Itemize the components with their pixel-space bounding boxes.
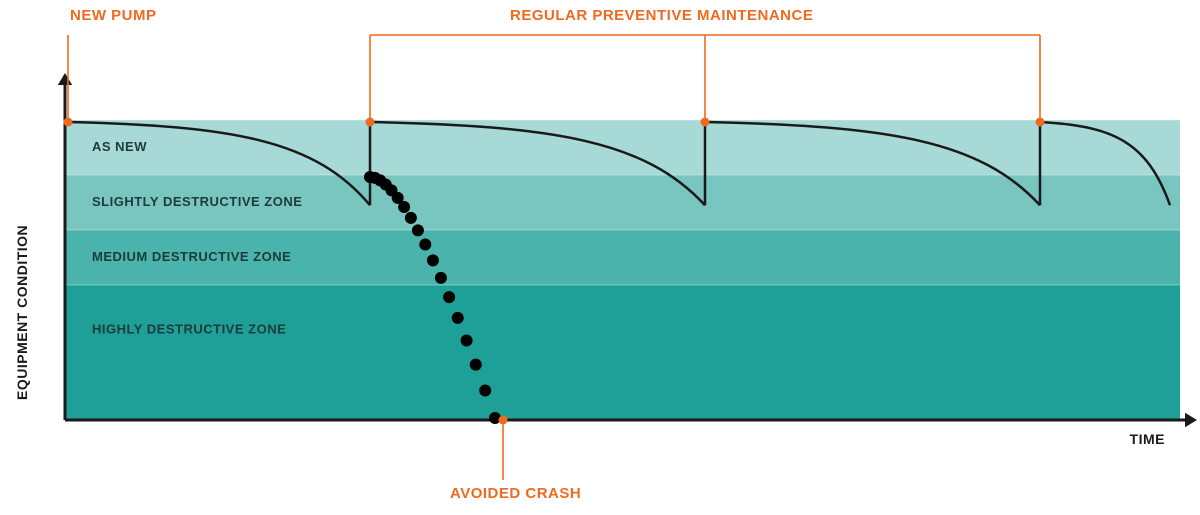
callout-maintenance: REGULAR PREVENTIVE MAINTENANCE bbox=[510, 7, 813, 24]
zone-label-high: HIGHLY DESTRUCTIVE ZONE bbox=[92, 321, 286, 336]
callout-new-pump: NEW PUMP bbox=[70, 7, 157, 24]
callout-avoided-crash: AVOIDED CRASH bbox=[450, 485, 581, 502]
zone-label-slight: SLIGHTLY DESTRUCTIVE ZONE bbox=[92, 194, 302, 209]
zone-label-as_new: AS NEW bbox=[92, 139, 147, 154]
y-axis-label: EQUIPMENT CONDITION bbox=[14, 225, 30, 400]
x-axis-label: TIME bbox=[1130, 431, 1165, 447]
zone-as_new bbox=[65, 120, 1180, 175]
pump-maintenance-chart: AS NEW SLIGHTLY DESTRUCTIVE ZONE MEDIUM DE… bbox=[0, 0, 1200, 515]
zone-high bbox=[65, 285, 1180, 420]
zone-label-medium: MEDIUM DESTRUCTIVE ZONE bbox=[92, 249, 291, 264]
